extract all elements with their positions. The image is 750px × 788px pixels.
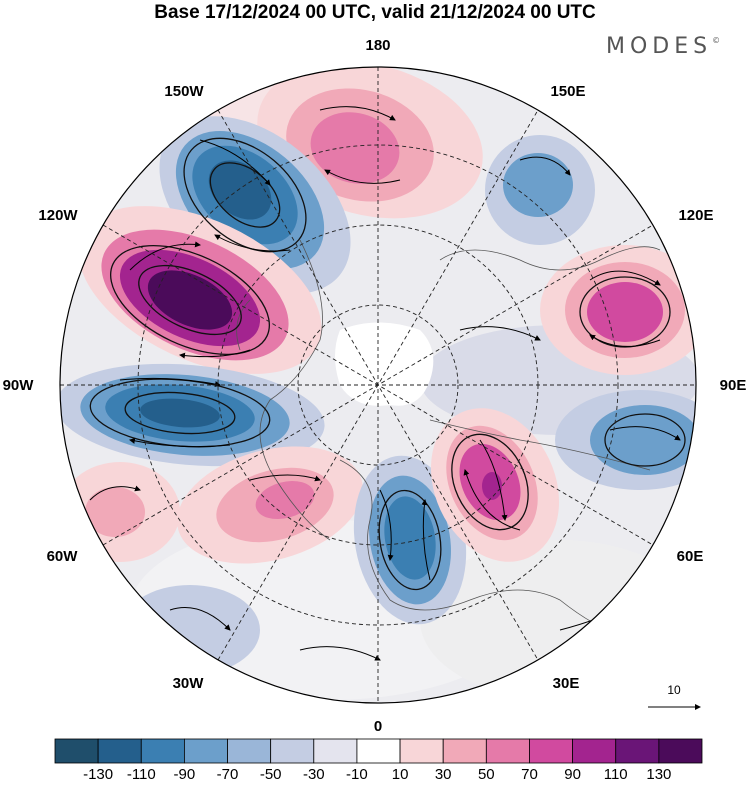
anomaly-positive-north-america: [78, 206, 322, 374]
anomaly-field: [60, 67, 696, 703]
colorbar-tick-label: -50: [259, 766, 282, 783]
lon-label-0: 0: [374, 718, 382, 735]
colorbar-tick-label: -90: [173, 766, 196, 783]
colorbar-swatch: [485, 738, 530, 764]
anomaly-negative-kamchatka: [485, 135, 595, 245]
lon-label-60e: 60E: [677, 548, 704, 565]
colorbar-tick-label: 10: [391, 766, 409, 783]
colorbar-swatch: [140, 738, 185, 764]
anomaly-negative-west-atlantic: [120, 585, 260, 675]
anomaly-positive-east-asia: [540, 245, 696, 375]
colorbar-swatch: [183, 738, 228, 764]
lon-label-60w: 60W: [47, 548, 79, 565]
colorbar-labels: -130 -110 -90 -70 -50 -30 -10 10 30 50 70 90 110 130: [0, 766, 750, 783]
longitude-labels: 180 150E 120E 90E 60E 30E 0 30W 60W 90W …: [3, 37, 747, 735]
colorbar-tick-label: -30: [302, 766, 325, 783]
colorbar-tick-label: 30: [434, 766, 452, 783]
figure-title: Base 17/12/2024 00 UTC, valid 21/12/2024…: [154, 2, 596, 23]
anomaly-negative-canada: [60, 363, 325, 467]
graticule: [60, 67, 696, 703]
colorbar-tick-label: 130: [646, 766, 672, 783]
wind-vectors: [89, 106, 681, 661]
lon-label-90e: 90E: [720, 377, 747, 394]
lon-label-90w: 90W: [3, 377, 35, 394]
colorbar-tick-label: 90: [564, 766, 581, 783]
colorbar-swatch: [227, 738, 272, 764]
colorbar-tick-label: -130: [83, 766, 114, 783]
lon-label-180: 180: [365, 37, 390, 54]
colorbar-swatch: [442, 738, 487, 764]
anomaly-negative-gulf-alaska: [159, 116, 351, 294]
lon-label-150e: 150E: [550, 83, 585, 100]
colorbar-swatch: [54, 738, 99, 764]
colorbar-tick-label: 70: [521, 766, 538, 783]
coastlines: [236, 239, 661, 641]
lon-label-120w: 120W: [38, 207, 78, 224]
lon-label-120e: 120E: [678, 207, 713, 224]
colorbar-tick-label: 50: [477, 766, 495, 783]
lon-label-30e: 30E: [553, 675, 580, 692]
colorbar-tick-label: -110: [126, 766, 156, 783]
colorbar-swatch: [572, 738, 617, 764]
map-boundary: [59, 66, 697, 704]
colorbar-swatch: [97, 738, 142, 764]
lon-label-30w: 30W: [173, 675, 205, 692]
colorbar-swatch: [270, 738, 315, 764]
colorbar-swatch: [313, 738, 358, 764]
reference-vector: 10: [648, 683, 701, 710]
colorbar-tick-label: -70: [216, 766, 239, 783]
reference-vector-label: 10: [667, 683, 681, 697]
colorbar-tick-label: -10: [346, 766, 368, 783]
colorbar-swatch: [399, 738, 444, 764]
colorbar-swatch: [356, 738, 401, 764]
colorbar-swatch: [529, 738, 573, 764]
lon-label-150w: 150W: [164, 83, 204, 100]
brand-mark: ©: [712, 36, 721, 45]
polar-cap: [335, 322, 434, 406]
brand-name: MODES: [606, 34, 713, 59]
modes-logo: MODES©: [606, 34, 720, 59]
colorbar-swatch: [658, 738, 703, 764]
anomaly-negative-siberia: [555, 390, 696, 490]
colorbar-swatch: [615, 738, 660, 764]
colorbar-tick-label: 110: [603, 766, 628, 783]
colorbar: [54, 738, 703, 764]
